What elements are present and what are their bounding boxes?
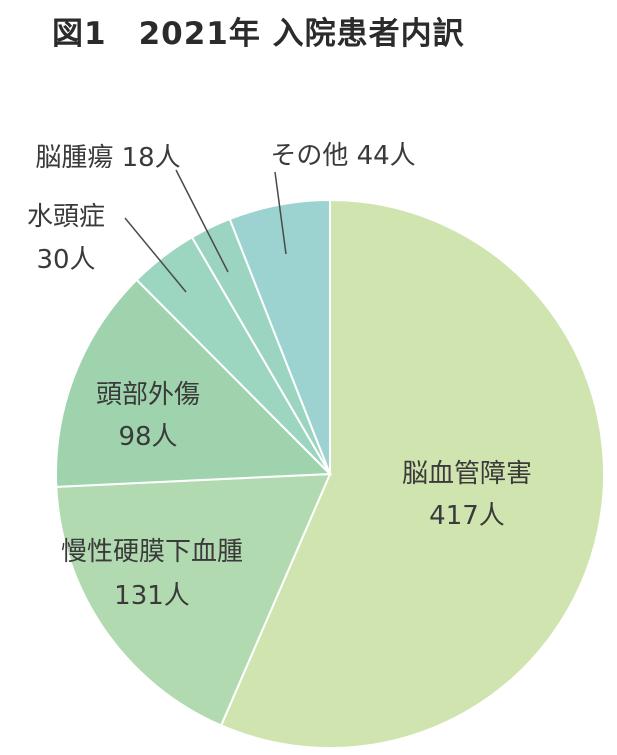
chart-title: 図1 2021年 入院患者内訳	[52, 16, 465, 52]
slice-label: 頭部外傷	[96, 380, 200, 410]
slice-label: 水頭症	[27, 202, 105, 232]
pie-slice	[219, 198, 605, 749]
leader-line	[274, 171, 287, 255]
slice-value-label: 98人	[118, 422, 177, 452]
slice-label: 脳血管障害	[402, 459, 532, 489]
slice-label: 慢性硬膜下血腫	[61, 537, 243, 567]
pie-slice	[55, 472, 332, 727]
leader-line	[175, 169, 229, 273]
slice-value-label: 417人	[429, 501, 505, 531]
slice-value-label: 30人	[36, 245, 95, 275]
slice-value-label: 131人	[114, 581, 190, 611]
leader-line	[124, 217, 187, 293]
pie-slice	[55, 278, 333, 488]
slice-label: その他 44人	[270, 141, 415, 171]
slice-label: 脳腫瘍 18人	[35, 143, 180, 173]
